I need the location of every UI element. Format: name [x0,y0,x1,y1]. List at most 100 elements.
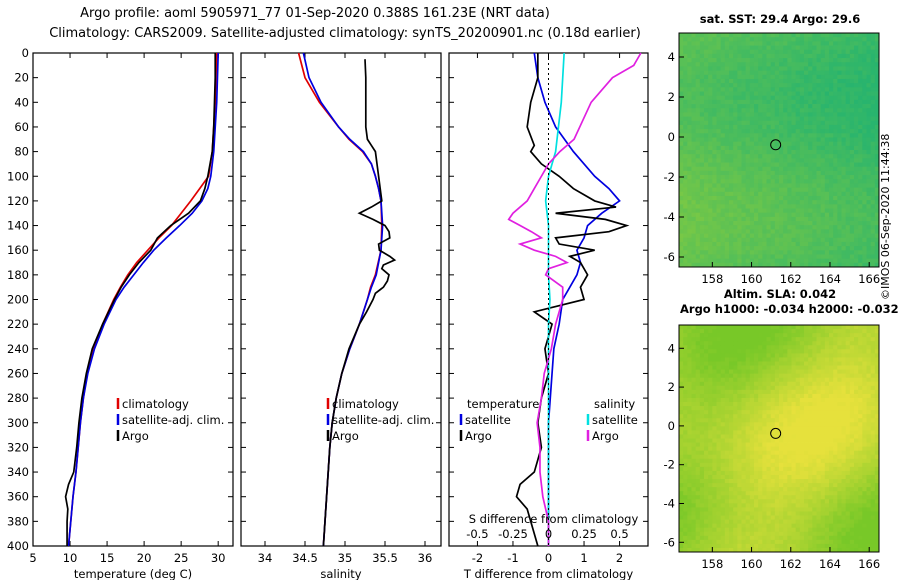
map-lat-label: 4 [668,341,675,355]
legend-label-diff-temp: Argo [465,429,492,443]
legend-label-salinity: satellite-adj. clim. [332,413,434,427]
sla-map [679,325,880,553]
x-tick-label-difference: -1 [507,551,518,565]
x-tick-label-difference: 2 [616,551,623,565]
x-tick-label-salinity: 35 [338,551,353,565]
map-lon-label: 162 [780,272,802,286]
sst-map-frame [678,32,880,268]
series-line-argo-salinity [322,59,397,547]
map-lon-label: 158 [701,557,723,571]
y-tick-label: 340 [7,465,29,479]
series-line-climatology-salinity [297,52,383,547]
y-tick-label: 160 [7,243,29,257]
s-diff-axis-label: S difference from climatology [469,512,639,526]
map-lat-label: -6 [664,250,675,264]
x-axis-label-difference: T difference from climatology [463,567,634,580]
legend-label-diff-sal: Argo [592,429,619,443]
y-tick-label: 280 [7,391,29,405]
map-lat-label: 2 [668,90,675,104]
map-lat-label: -2 [664,170,675,184]
legend-title-salinity: salinity [594,397,635,411]
argo-float-marker-0 [770,139,782,151]
x-tick-label-difference: 0 [545,551,552,565]
x-tick-label-salinity: 35.5 [372,551,398,565]
map-lon-label: 158 [701,272,723,286]
x-tick-label-temperature: 15 [100,551,115,565]
x-axis-label-temperature: temperature (deg C) [74,567,192,580]
chart-title-line1: Argo profile: aoml 5905971_77 01-Sep-202… [80,6,550,21]
series-line-argo-temperature [64,53,217,546]
s-diff-tick-label: 0 [545,527,552,541]
legend-label-salinity: climatology [332,397,399,411]
y-tick-label: 60 [14,120,29,134]
x-tick-label-temperature: 5 [29,551,36,565]
map-lon-label: 164 [819,272,841,286]
map-lat-label: 2 [668,380,675,394]
x-tick-label-difference: 1 [580,551,587,565]
map-lat-label: -4 [664,210,675,224]
map-lon-label: 160 [741,557,763,571]
sst-map [679,33,880,268]
x-tick-label-salinity: 34 [258,551,273,565]
map-lat-label: -4 [664,496,675,510]
sla-map-title1: Altim. SLA: 0.042 [723,287,837,301]
y-tick-label: 220 [7,317,29,331]
map-lon-label: 166 [858,272,880,286]
sst-map-title: sat. SST: 29.4 Argo: 29.6 [699,12,861,26]
map-lon-label: 166 [858,557,880,571]
y-tick-label: 140 [7,219,29,233]
sla-map-title2: Argo h1000: -0.034 h2000: -0.032 [680,302,899,316]
series-line-satellite-adj-clim--temperature [67,52,220,547]
map-lat-label: -6 [664,535,675,549]
legend-label-temperature: climatology [122,397,189,411]
y-tick-label: 320 [7,440,29,454]
series-line-temperature-argo-difference [515,53,630,547]
legend-label-diff-sal: satellite [592,413,638,427]
x-tick-label-difference: -2 [472,551,483,565]
legend-label-temperature: satellite-adj. clim. [122,413,224,427]
y-tick-label: 100 [7,169,29,183]
x-axis-label-salinity: salinity [320,567,361,580]
series-line-salinity-argo-difference [507,52,642,546]
sla-map-frame [678,324,880,553]
s-diff-tick-label: -0.5 [466,527,488,541]
y-tick-label: 360 [7,490,29,504]
x-tick-label-salinity: 36 [418,551,433,565]
x-tick-label-temperature: 25 [174,551,189,565]
y-tick-label: 180 [7,268,29,282]
series-line-temperature-satellite-difference [533,52,621,546]
legend-label-temperature: Argo [122,429,149,443]
panel-frame-temperature [32,52,234,547]
y-tick-label: 260 [7,366,29,380]
s-diff-tick-label: 0.5 [610,527,628,541]
series-line-climatology-temperature [67,52,218,547]
panel-frame-salinity [240,52,442,547]
y-tick-label: 120 [7,194,29,208]
y-tick-label: 200 [7,293,29,307]
map-lon-label: 164 [819,557,841,571]
legend-title-temperature: temperature [467,397,539,411]
map-lat-label: 4 [668,50,675,64]
s-diff-tick-label: -0.25 [498,527,528,541]
map-lon-label: 160 [741,272,763,286]
map-lat-label: -2 [664,458,675,472]
y-tick-label: 0 [22,46,29,60]
y-tick-label: 20 [14,71,29,85]
series-line-satellite-adj-clim--salinity [302,52,384,547]
x-tick-label-salinity: 34.5 [292,551,318,565]
map-lon-label: 162 [780,557,802,571]
chart-title-line2: Climatology: CARS2009. Satellite-adjuste… [49,26,641,41]
map-lat-label: 0 [668,130,675,144]
x-tick-label-temperature: 30 [211,551,226,565]
legend-label-diff-temp: satellite [465,413,511,427]
map-lat-label: 0 [668,419,675,433]
argo-float-marker-1 [770,427,782,439]
y-tick-label: 40 [14,95,29,109]
x-tick-label-temperature: 20 [137,551,152,565]
y-tick-label: 240 [7,342,29,356]
s-diff-tick-label: 0.25 [571,527,597,541]
legend-label-salinity: Argo [332,429,359,443]
y-tick-label: 400 [7,539,29,553]
y-tick-label: 380 [7,514,29,528]
